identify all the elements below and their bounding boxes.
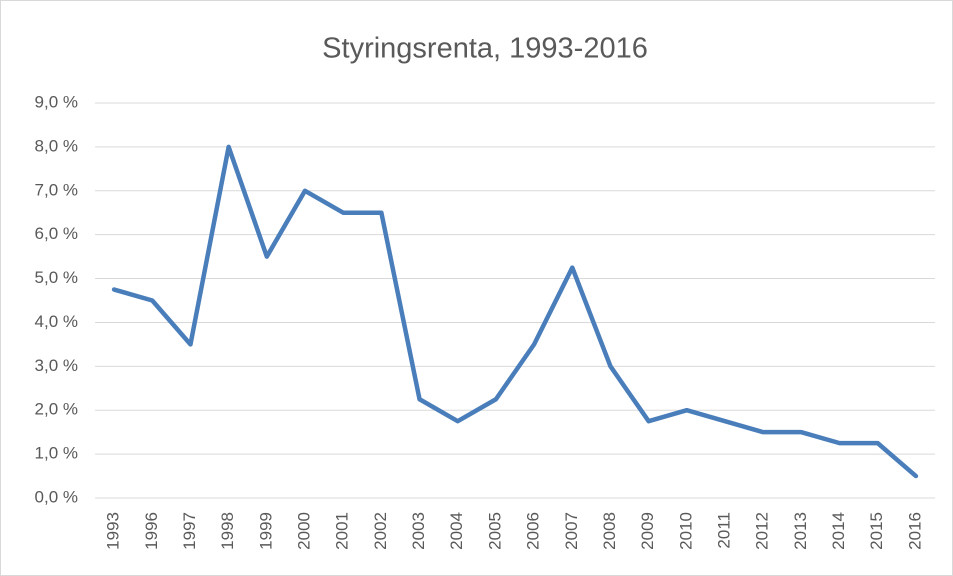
x-tick-label: 1996 [142,512,161,550]
x-tick-label: 2009 [638,512,657,550]
x-tick-label: 2002 [371,512,390,550]
x-tick-label: 2005 [485,512,504,550]
x-tick-label: 2012 [753,512,772,550]
data-line [111,144,919,479]
x-tick-label: 2000 [294,512,313,550]
x-tick-label: 1993 [104,512,123,550]
chart-title: Styringsrenta, 1993-2016 [322,33,648,65]
x-tick-label: 2001 [333,512,352,550]
y-tick-label: 3,0 % [35,356,78,375]
y-tick-label: 1,0 % [35,444,78,463]
x-tick-label: 1999 [256,512,275,550]
x-tick-label: 2007 [562,512,581,550]
x-tick-label: 2006 [524,512,543,550]
x-tick-label: 2003 [409,512,428,550]
x-tick-label: 2013 [791,512,810,550]
x-tick-label: 2011 [714,512,733,549]
y-tick-label: 5,0 % [35,268,78,287]
x-tick-label: 2015 [867,512,886,550]
y-tick-label: 6,0 % [35,224,78,243]
x-tick-label: 2010 [676,512,695,550]
x-tick-label: 2008 [600,512,619,550]
y-tick-label: 4,0 % [35,312,78,331]
x-tick-label: 2016 [905,512,924,550]
x-tick-label: 1997 [180,512,199,550]
y-tick-label: 9,0 % [35,92,78,111]
x-tick-label: 1998 [218,512,237,550]
x-tick-label: 2004 [447,512,466,550]
y-tick-label: 2,0 % [35,400,78,419]
y-tick-label: 7,0 % [35,180,78,199]
y-tick-label: 0,0 % [35,487,78,506]
x-tick-label: 2014 [829,512,848,550]
y-tick-label: 8,0 % [35,136,78,155]
